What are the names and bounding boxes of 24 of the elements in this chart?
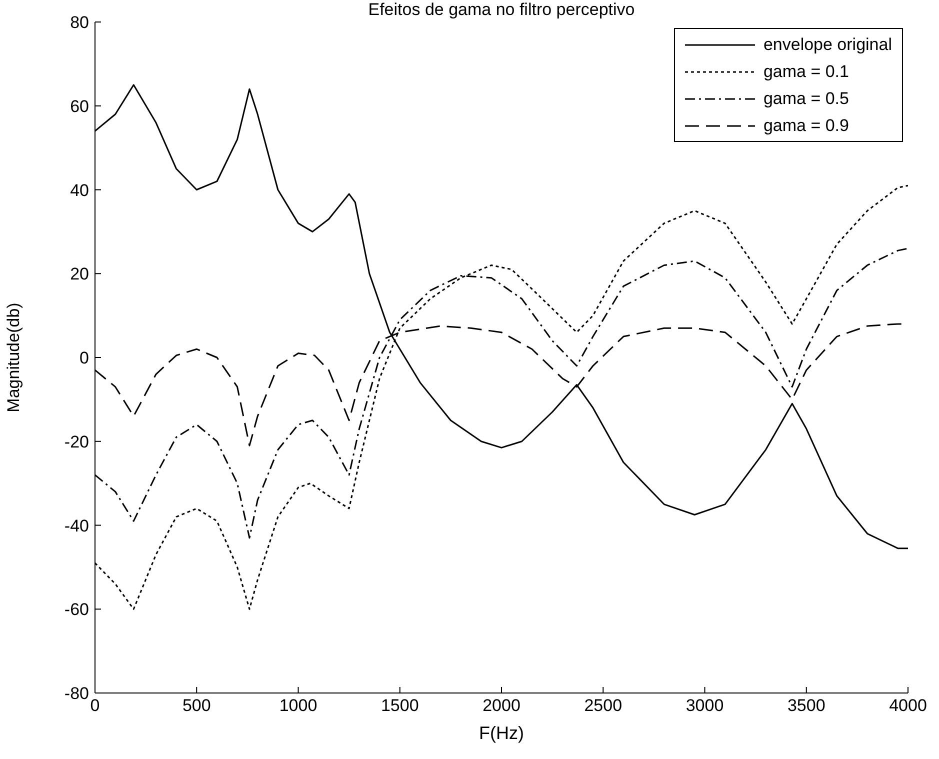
- x-axis-title: F(Hz): [479, 723, 524, 743]
- legend-label: envelope original: [763, 34, 892, 54]
- y-tick-label: 20: [70, 264, 89, 284]
- legend-label: gama = 0.1: [763, 62, 849, 82]
- y-tick-label: -40: [64, 516, 89, 536]
- x-tick-label: 3500: [787, 696, 826, 716]
- y-tick-label: -60: [64, 600, 89, 620]
- x-tick-label: 3000: [686, 696, 724, 716]
- y-axis-title: Magnitude(db): [4, 302, 24, 412]
- x-tick-label: 500: [182, 696, 211, 716]
- y-tick-label: -80: [64, 684, 89, 704]
- x-tick-label: 2000: [482, 696, 520, 716]
- x-tick-label: 1000: [279, 696, 318, 716]
- y-tick-label: 0: [80, 348, 89, 368]
- y-tick-label: -20: [64, 432, 89, 452]
- x-tick-label: 1500: [380, 696, 419, 716]
- legend-label: gama = 0.9: [763, 116, 849, 136]
- y-tick-label: 40: [70, 180, 89, 200]
- y-tick-label: 80: [70, 13, 89, 32]
- x-tick-label: 4000: [889, 696, 927, 716]
- chart-title: Efeitos de gama no filtro perceptivo: [367, 0, 636, 20]
- y-tick-label: 60: [70, 96, 89, 116]
- x-tick-label: 2500: [584, 696, 622, 716]
- legend-label: gama = 0.5: [763, 88, 849, 108]
